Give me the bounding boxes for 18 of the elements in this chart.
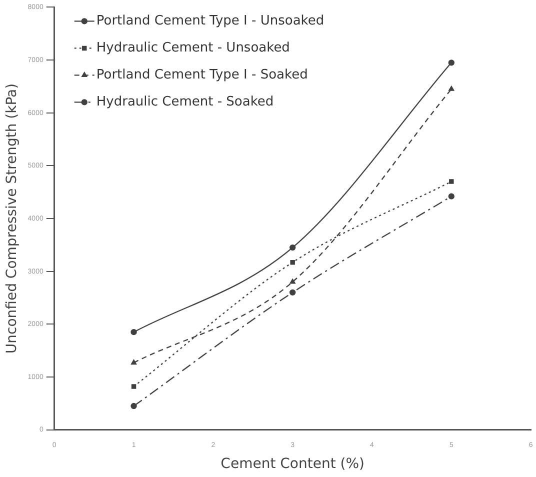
y-axis-title: Unconfied Compressive Strength (kPa) <box>4 83 20 354</box>
point <box>289 289 296 296</box>
legend-label: Hydraulic Cement - Unsoaked <box>96 40 290 56</box>
point <box>290 260 295 265</box>
legend-label: Hydraulic Cement - Soaked <box>96 94 274 110</box>
point <box>131 360 137 365</box>
point <box>131 384 136 389</box>
point <box>289 244 296 251</box>
point <box>130 402 137 410</box>
x-axis-title: Cement Content (%) <box>220 456 364 472</box>
point <box>449 179 454 184</box>
point <box>290 278 296 284</box>
point <box>130 328 137 336</box>
point <box>448 86 454 91</box>
point <box>448 193 454 200</box>
point <box>448 60 454 66</box>
legend-label: Portland Cement Type I - Unsoaked <box>96 14 324 29</box>
legend-label: Portland Cement Type I - Soaked <box>96 68 308 83</box>
